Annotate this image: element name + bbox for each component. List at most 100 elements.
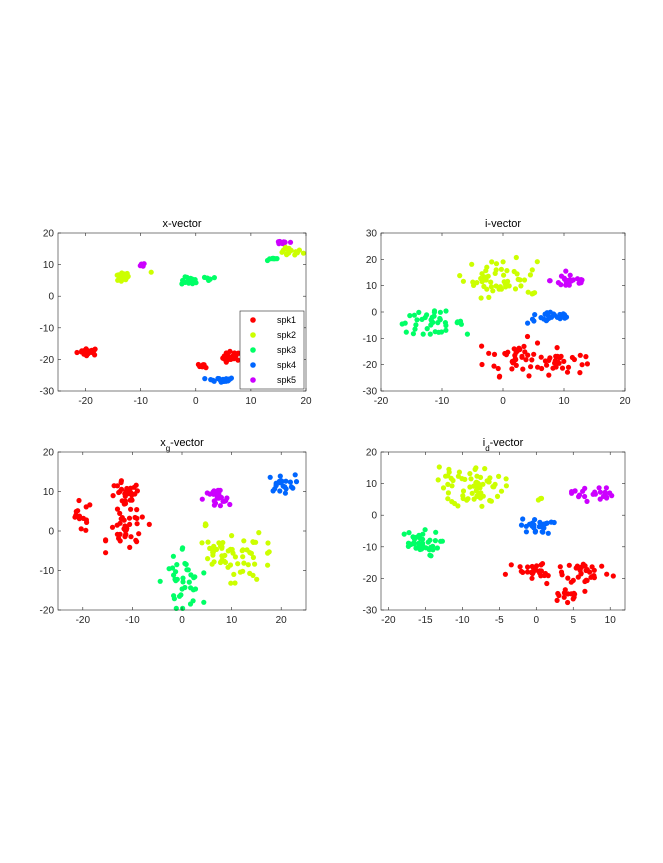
data-point-spk3 [180,575,186,581]
data-point-spk5 [576,492,583,498]
data-point-spk3 [431,309,437,315]
data-point-spk3 [410,534,416,540]
data-point-spk1 [524,333,531,340]
data-point-spk2 [250,554,256,561]
data-point-spk2 [482,466,488,472]
data-point-spk2 [478,275,484,282]
data-point-spk1 [545,573,551,579]
data-point-spk4 [520,516,526,522]
data-point-spk1 [537,570,543,576]
data-point-spk2 [473,488,479,494]
data-point-spk4 [282,484,288,490]
data-point-spk2 [460,278,466,284]
data-point-spk3 [443,308,449,314]
data-point-spk3 [420,331,426,337]
data-point-spk2 [494,493,501,499]
data-point-spk2 [455,503,461,509]
data-point-spk3 [419,540,426,546]
x-tick-label: 0 [500,396,506,407]
data-point-spk5 [287,239,294,245]
data-point-spk2 [440,485,447,491]
data-point-spk2 [478,295,484,301]
data-point-spk3 [173,569,179,575]
data-point-spk2 [475,493,481,499]
data-point-spk3 [179,281,185,287]
data-point-spk3 [157,578,163,584]
data-point-spk3 [180,579,186,585]
data-point-spk1 [518,568,524,574]
data-point-spk1 [111,483,117,489]
data-point-spk3 [427,331,433,337]
data-point-spk1 [561,358,567,364]
data-point-spk2 [241,560,247,566]
data-point-spk2 [535,497,542,503]
data-point-spk5 [217,503,223,509]
data-point-spk2 [248,550,254,557]
data-point-spk5 [609,493,615,499]
data-point-spk5 [590,491,596,497]
data-point-spk3 [443,322,449,329]
data-point-spk2 [503,476,509,482]
data-point-spk1 [486,350,492,356]
data-point-spk2 [498,488,505,494]
data-point-spk1 [91,347,98,353]
legend-label-spk3: spk3 [277,345,296,355]
data-point-spk5 [555,280,562,286]
x-tick-label: -20 [76,615,91,626]
data-point-spk2 [220,540,226,546]
data-point-spk1 [78,349,84,355]
data-point-spk2 [445,496,451,502]
legend-marker-spk2 [250,332,256,338]
data-point-spk2 [527,272,534,278]
data-point-spk3 [436,329,442,335]
data-point-spk1 [564,369,571,375]
data-point-spk2 [501,272,507,278]
y-tick-label: 0 [371,308,377,319]
data-point-spk1 [522,349,528,355]
x-tick-label: -15 [418,615,433,626]
data-point-spk1 [76,513,83,519]
legend-label-spk4: spk4 [277,360,296,370]
x-tick-label: 0 [179,615,185,626]
data-point-spk1 [116,489,122,496]
data-point-spk4 [541,316,547,322]
data-point-spk1 [539,561,546,567]
data-point-spk1 [584,361,591,367]
data-point-spk4 [217,377,223,383]
data-point-spk1 [221,355,227,361]
data-point-spk1 [502,571,508,577]
data-point-spk2 [469,490,475,496]
data-point-spk4 [532,517,538,523]
data-point-spk1 [529,575,535,581]
legend: spk1 spk2 spk3 spk4 spk5 [239,310,305,390]
data-point-spk2 [493,261,500,267]
data-point-spk1 [559,365,566,371]
data-point-spk3 [410,331,416,337]
data-point-spk2 [436,464,442,470]
data-point-spk1 [83,352,89,358]
data-point-spk2 [448,475,454,481]
data-point-spk2 [449,499,455,505]
data-point-spk2 [221,558,227,564]
data-point-spk1 [531,351,537,357]
data-point-spk2 [498,286,504,292]
data-point-spk2 [512,286,519,292]
data-point-spk2 [254,576,260,582]
data-point-spk5 [602,491,609,497]
data-point-spk4 [272,486,278,492]
data-point-spk2 [457,273,463,279]
data-point-spk2 [486,294,492,300]
x-tick-label: -10 [435,396,450,407]
y-tick-label: 0 [48,527,54,538]
data-point-spk3 [432,538,438,544]
data-point-spk3 [270,255,276,261]
data-point-spk1 [583,567,589,574]
data-point-spk1 [554,597,560,604]
data-point-spk3 [457,318,464,324]
data-point-spk2 [241,538,247,544]
data-point-spk3 [425,539,431,545]
data-point-spk1 [582,588,588,594]
data-point-spk5 [563,268,569,274]
data-point-spk1 [117,510,123,516]
